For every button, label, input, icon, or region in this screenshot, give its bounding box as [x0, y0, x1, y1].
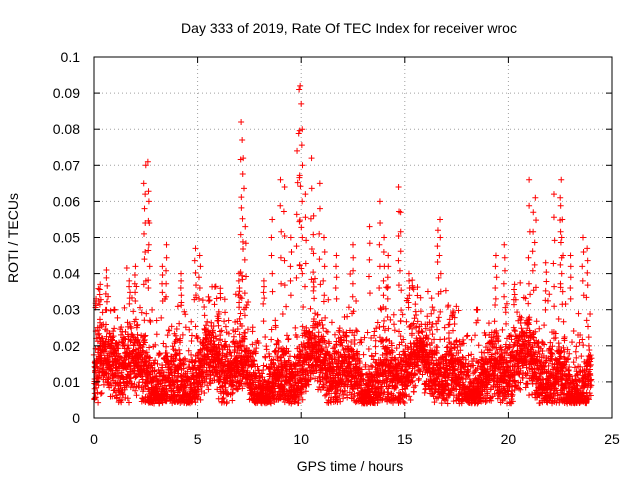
y-axis-label: ROTI / TECUs — [5, 193, 21, 283]
x-axis-label: GPS time / hours — [297, 458, 404, 474]
chart-title: Day 333 of 2019, Rate Of TEC Index for r… — [181, 20, 517, 36]
